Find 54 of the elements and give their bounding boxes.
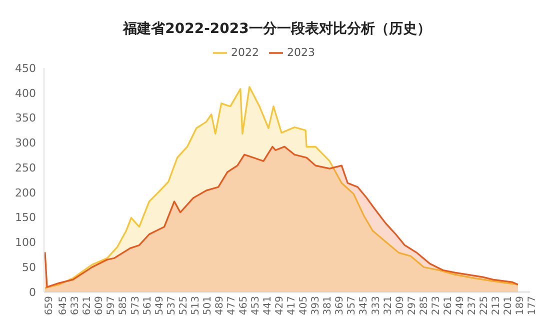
y-tick-label: 300 [15,136,36,150]
y-tick-label: 150 [15,211,36,224]
y-tick-label: 400 [15,86,36,100]
x-tick-label: 621 [82,296,94,316]
x-tick-label: 297 [406,296,418,316]
x-tick-label: 465 [238,296,250,316]
x-tick-label: 177 [527,296,538,316]
x-tick-label: 405 [298,296,310,316]
x-tick-label: 513 [190,296,202,316]
x-tick-label: 357 [346,296,358,316]
x-tick-label: 609 [94,296,106,316]
x-tick-label: 549 [154,296,166,316]
legend-label: 2022 [231,46,259,60]
x-tick-label: 585 [118,296,130,316]
y-tick-label: 350 [15,112,36,125]
x-tick-label: 321 [382,296,394,316]
y-tick-label: 450 [15,62,36,75]
y-tick-label: 0 [29,286,36,299]
legend-label: 2023 [287,46,315,60]
y-tick-label: 100 [15,236,36,250]
y-tick-label: 50 [22,261,36,274]
x-tick-label: 309 [394,296,406,316]
x-tick-label: 633 [70,296,82,316]
x-tick-label: 477 [226,296,238,316]
x-tick-label: 645 [58,296,70,316]
x-tick-label: 273 [430,296,442,316]
y-tick-label: 200 [15,186,36,200]
x-tick-label: 573 [130,296,142,316]
x-tick-label: 525 [178,296,190,316]
x-tick-label: 597 [106,296,118,316]
x-tick-label: 393 [310,296,322,316]
x-tick-label: 429 [274,296,286,316]
x-tick-label: 237 [466,296,478,316]
x-tick-label: 369 [334,296,346,316]
x-tick-label: 333 [370,296,382,316]
x-tick-label: 453 [250,296,262,316]
x-tick-label: 659 [44,296,56,316]
x-tick-label: 285 [418,296,430,316]
chart-title: 福建省2022-2023一分一段表对比分析（历史） [122,20,432,39]
x-tick-label: 249 [454,296,466,316]
x-tick-label: 189 [515,296,526,316]
x-tick-label: 381 [322,296,334,316]
x-tick-label: 345 [358,296,370,316]
x-tick-label: 201 [503,296,514,316]
x-tick-label: 225 [478,296,490,316]
x-tick-label: 261 [442,296,454,316]
x-tick-label: 501 [202,296,214,316]
x-tick-label: 561 [142,296,154,316]
y-tick-label: 250 [15,161,36,174]
x-tick-label: 441 [262,296,274,316]
x-tick-label: 489 [214,296,226,316]
x-tick-label: 417 [286,296,298,316]
x-tick-label: 213 [491,296,502,316]
x-tick-label: 537 [166,296,178,316]
